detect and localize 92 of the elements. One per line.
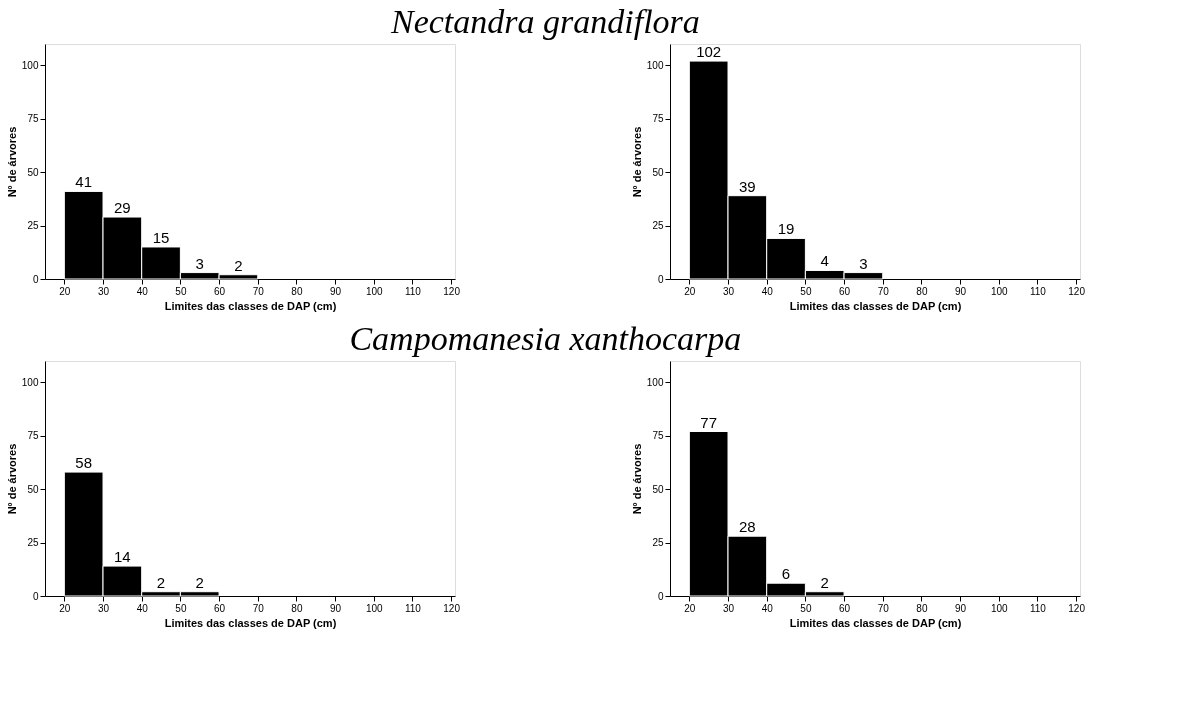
x-tick-label: 80 bbox=[291, 285, 303, 297]
x-tick-label: 20 bbox=[684, 602, 696, 614]
x-tick-label: 30 bbox=[722, 602, 735, 614]
y-tick-label: 100 bbox=[646, 59, 664, 71]
data-label: 58 bbox=[75, 454, 93, 472]
x-tick-label: 110 bbox=[1029, 602, 1047, 614]
y-tick-label: 50 bbox=[27, 483, 39, 495]
y-tick-label: 0 bbox=[657, 273, 664, 285]
x-tick-label: 60 bbox=[838, 602, 851, 614]
x-tick-label: 20 bbox=[59, 285, 71, 297]
x-axis-title: Limites das classes de DAP (cm) bbox=[789, 299, 962, 312]
x-tick-label: 120 bbox=[443, 602, 461, 614]
x-axis-title: Limites das classes de DAP (cm) bbox=[789, 616, 962, 629]
data-label: 102 bbox=[696, 43, 722, 61]
x-tick-label: 110 bbox=[404, 285, 422, 297]
data-label: 29 bbox=[114, 199, 131, 217]
y-axis-title: Nº de árvores bbox=[630, 443, 643, 515]
x-tick-label: 60 bbox=[213, 285, 226, 297]
y-tick-label: 50 bbox=[652, 166, 664, 178]
x-tick-label: 50 bbox=[800, 602, 812, 614]
y-axis-title: Nº de árvores bbox=[5, 126, 18, 198]
y-tick-label: 75 bbox=[27, 113, 39, 125]
data-label: 2 bbox=[156, 573, 166, 591]
y-tick-label: 0 bbox=[657, 590, 664, 602]
y-tick-label: 25 bbox=[652, 220, 664, 232]
x-tick-label: 20 bbox=[684, 285, 696, 297]
data-label: 41 bbox=[75, 173, 93, 191]
x-tick-label: 70 bbox=[252, 285, 265, 297]
x-tick-label: 40 bbox=[761, 602, 774, 614]
x-tick-label: 40 bbox=[761, 285, 774, 297]
x-tick-label: 100 bbox=[365, 602, 384, 614]
x-tick-label: 50 bbox=[800, 285, 812, 297]
data-label: 2 bbox=[195, 573, 204, 591]
x-tick-label: 90 bbox=[955, 602, 967, 614]
x-tick-label: 90 bbox=[330, 285, 342, 297]
x-tick-label: 70 bbox=[877, 602, 890, 614]
y-tick-label: 75 bbox=[652, 113, 664, 125]
data-label: 2 bbox=[234, 256, 243, 274]
x-tick-label: 30 bbox=[97, 285, 110, 297]
x-tick-label: 50 bbox=[175, 602, 187, 614]
x-tick-label: 90 bbox=[955, 285, 967, 297]
y-tick-label: 75 bbox=[27, 430, 39, 442]
data-label: 19 bbox=[777, 220, 795, 238]
y-tick-label: 75 bbox=[652, 430, 664, 442]
x-tick-label: 110 bbox=[404, 602, 422, 614]
x-tick-label: 120 bbox=[443, 285, 461, 297]
y-tick-label: 0 bbox=[32, 590, 39, 602]
x-tick-label: 60 bbox=[838, 285, 851, 297]
x-tick-label: 50 bbox=[175, 285, 187, 297]
x-axis-title: Limites das classes de DAP (cm) bbox=[164, 299, 337, 312]
data-label: 15 bbox=[152, 228, 170, 246]
x-tick-label: 110 bbox=[1029, 285, 1047, 297]
x-tick-label: 80 bbox=[916, 602, 928, 614]
data-label: 3 bbox=[195, 254, 204, 272]
x-tick-label: 120 bbox=[1068, 285, 1086, 297]
data-label: 28 bbox=[739, 518, 756, 536]
data-label: 14 bbox=[114, 548, 131, 566]
y-tick-label: 100 bbox=[21, 376, 39, 388]
x-tick-label: 100 bbox=[990, 602, 1009, 614]
y-tick-label: 25 bbox=[27, 220, 39, 232]
x-tick-label: 30 bbox=[97, 602, 110, 614]
x-tick-label: 90 bbox=[330, 602, 342, 614]
x-tick-label: 120 bbox=[1068, 602, 1086, 614]
x-tick-label: 80 bbox=[291, 602, 303, 614]
data-label: 3 bbox=[859, 254, 868, 272]
y-axis-title: Nº de árvores bbox=[630, 126, 643, 198]
x-tick-label: 20 bbox=[59, 602, 71, 614]
y-tick-label: 25 bbox=[652, 537, 664, 549]
data-label: 6 bbox=[781, 565, 791, 583]
y-axis-title: Nº de árvores bbox=[5, 443, 18, 515]
data-label: 39 bbox=[739, 177, 756, 195]
x-tick-label: 100 bbox=[365, 285, 384, 297]
x-tick-label: 70 bbox=[252, 602, 265, 614]
y-tick-label: 50 bbox=[652, 483, 664, 495]
y-tick-label: 25 bbox=[27, 537, 39, 549]
x-tick-label: 40 bbox=[136, 285, 149, 297]
y-tick-label: 100 bbox=[646, 376, 664, 388]
data-label: 2 bbox=[820, 573, 829, 591]
text: Nectandra grandiflora bbox=[389, 2, 700, 40]
x-tick-label: 100 bbox=[990, 285, 1009, 297]
data-label: 4 bbox=[820, 252, 829, 270]
x-tick-label: 80 bbox=[916, 285, 928, 297]
x-tick-label: 30 bbox=[722, 285, 735, 297]
y-tick-label: 0 bbox=[32, 273, 39, 285]
x-tick-label: 60 bbox=[213, 602, 226, 614]
text: Campomanesia xanthocarpa bbox=[349, 319, 742, 357]
y-tick-label: 100 bbox=[21, 59, 39, 71]
x-tick-label: 70 bbox=[877, 285, 890, 297]
x-tick-label: 40 bbox=[136, 602, 149, 614]
x-axis-title: Limites das classes de DAP (cm) bbox=[164, 616, 337, 629]
data-label: 77 bbox=[700, 413, 718, 431]
y-tick-label: 50 bbox=[27, 166, 39, 178]
